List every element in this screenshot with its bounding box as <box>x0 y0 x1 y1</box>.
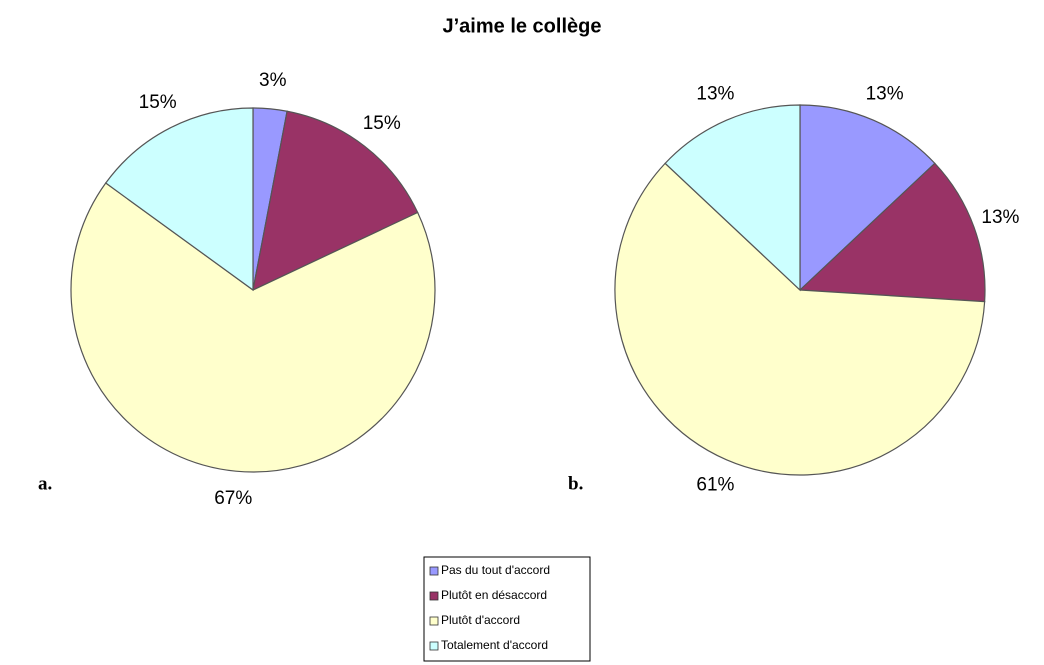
legend-label: Totalement d'accord <box>441 638 548 652</box>
pie-slice <box>799 104 936 292</box>
pie-slice <box>664 104 801 292</box>
legend-label: Plutôt en désaccord <box>441 588 547 602</box>
legend-label: Plutôt d'accord <box>441 613 520 627</box>
slice-label: 13% <box>696 84 734 105</box>
slice-label: 61% <box>696 474 734 495</box>
pie-slice <box>104 107 254 292</box>
legend-swatch <box>429 616 439 626</box>
slice-label: 15% <box>139 92 177 113</box>
slice-label: 13% <box>981 207 1019 228</box>
legend-label: Pas du tout d'accord <box>441 563 550 577</box>
chart-title: J’aime le collège <box>443 15 602 37</box>
legend-swatch <box>429 641 439 651</box>
slice-label: 67% <box>214 488 252 509</box>
pie-slice <box>252 110 419 292</box>
legend-swatch <box>429 566 439 576</box>
legend-box <box>423 556 591 662</box>
pie-slice <box>798 162 986 303</box>
panel-label: b. <box>568 473 583 494</box>
slice-label: 13% <box>866 84 904 105</box>
slice-label: 15% <box>363 113 401 134</box>
panel-label: a. <box>38 473 52 494</box>
legend-swatch <box>429 591 439 601</box>
pie-slice <box>70 182 436 473</box>
slice-label: 3% <box>259 70 287 91</box>
pie-slice <box>614 162 986 476</box>
